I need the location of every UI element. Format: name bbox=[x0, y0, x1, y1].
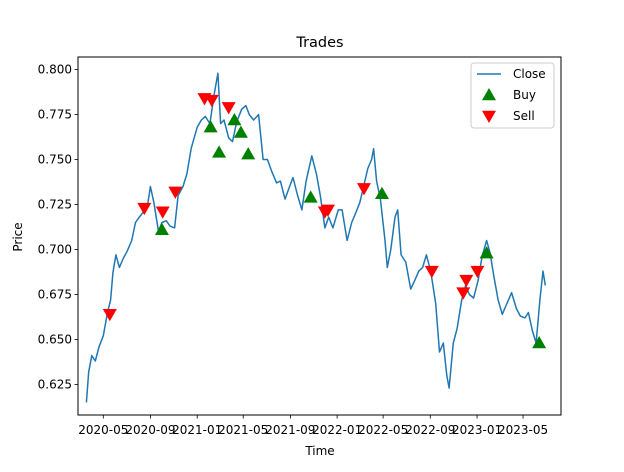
buy-marker bbox=[227, 112, 242, 126]
x-tick-label: 2021-05 bbox=[218, 423, 268, 437]
sell-marker bbox=[168, 186, 183, 199]
x-axis-label: Time bbox=[304, 444, 334, 458]
y-tick-label: 0.700 bbox=[38, 242, 72, 256]
y-axis: 0.625 0.650 0.675 0.700 0.725 0.750 0.775 0.800 bbox=[38, 63, 78, 391]
buy-marker bbox=[374, 186, 389, 199]
buy-marker bbox=[212, 145, 227, 158]
sell-marker bbox=[155, 206, 170, 219]
x-tick-label: 2021-09 bbox=[265, 423, 315, 437]
x-tick-label: 2020-05 bbox=[78, 423, 128, 437]
x-tick-label: 2021-01 bbox=[172, 423, 222, 437]
legend-label: Buy bbox=[513, 88, 536, 102]
x-tick-label: 2022-09 bbox=[405, 423, 455, 437]
y-tick-label: 0.675 bbox=[38, 287, 72, 301]
x-tick-label: 2022-01 bbox=[312, 423, 362, 437]
legend-sell-icon bbox=[482, 110, 496, 123]
sell-marker bbox=[459, 274, 474, 288]
y-tick-label: 0.625 bbox=[38, 377, 72, 391]
buy-marker bbox=[154, 222, 169, 235]
legend: Close Buy Sell bbox=[470, 62, 555, 129]
sell-marker bbox=[470, 265, 485, 279]
sell-marker bbox=[221, 102, 236, 115]
buy-marker bbox=[479, 246, 494, 259]
x-tick-label: 2020-09 bbox=[125, 423, 175, 437]
buy-marker bbox=[203, 120, 218, 133]
y-tick-label: 0.800 bbox=[38, 63, 72, 77]
sell-marker bbox=[204, 94, 219, 108]
x-tick-label: 2023-05 bbox=[498, 423, 548, 437]
legend-label: Close bbox=[513, 67, 546, 81]
buy-marker bbox=[303, 190, 318, 203]
x-tick-label: 2022-05 bbox=[358, 423, 408, 437]
sell-marker bbox=[456, 287, 471, 300]
legend-label: Sell bbox=[513, 109, 535, 123]
buy-marker bbox=[532, 336, 547, 349]
buy-marker bbox=[233, 125, 248, 138]
y-axis-label: Price bbox=[11, 222, 25, 251]
chart-title: Trades bbox=[295, 35, 343, 51]
series-layer bbox=[85, 72, 547, 403]
y-tick-label: 0.650 bbox=[38, 332, 72, 346]
sell-marker bbox=[137, 202, 152, 216]
sell-marker bbox=[356, 183, 371, 196]
y-tick-label: 0.725 bbox=[38, 198, 72, 212]
legend-buy-icon bbox=[482, 88, 496, 101]
x-axis: 2020-052020-092021-012021-052021-092022-… bbox=[78, 415, 548, 437]
buy-marker bbox=[241, 147, 256, 160]
plot-frame bbox=[77, 56, 562, 416]
series-line-close bbox=[85, 72, 547, 403]
sell-marker bbox=[424, 265, 439, 279]
y-tick-label: 0.775 bbox=[38, 108, 72, 122]
sell-marker bbox=[102, 309, 117, 322]
sell-marker bbox=[320, 204, 335, 217]
y-tick-label: 0.750 bbox=[38, 153, 72, 167]
x-tick-label: 2023-01 bbox=[452, 423, 502, 437]
